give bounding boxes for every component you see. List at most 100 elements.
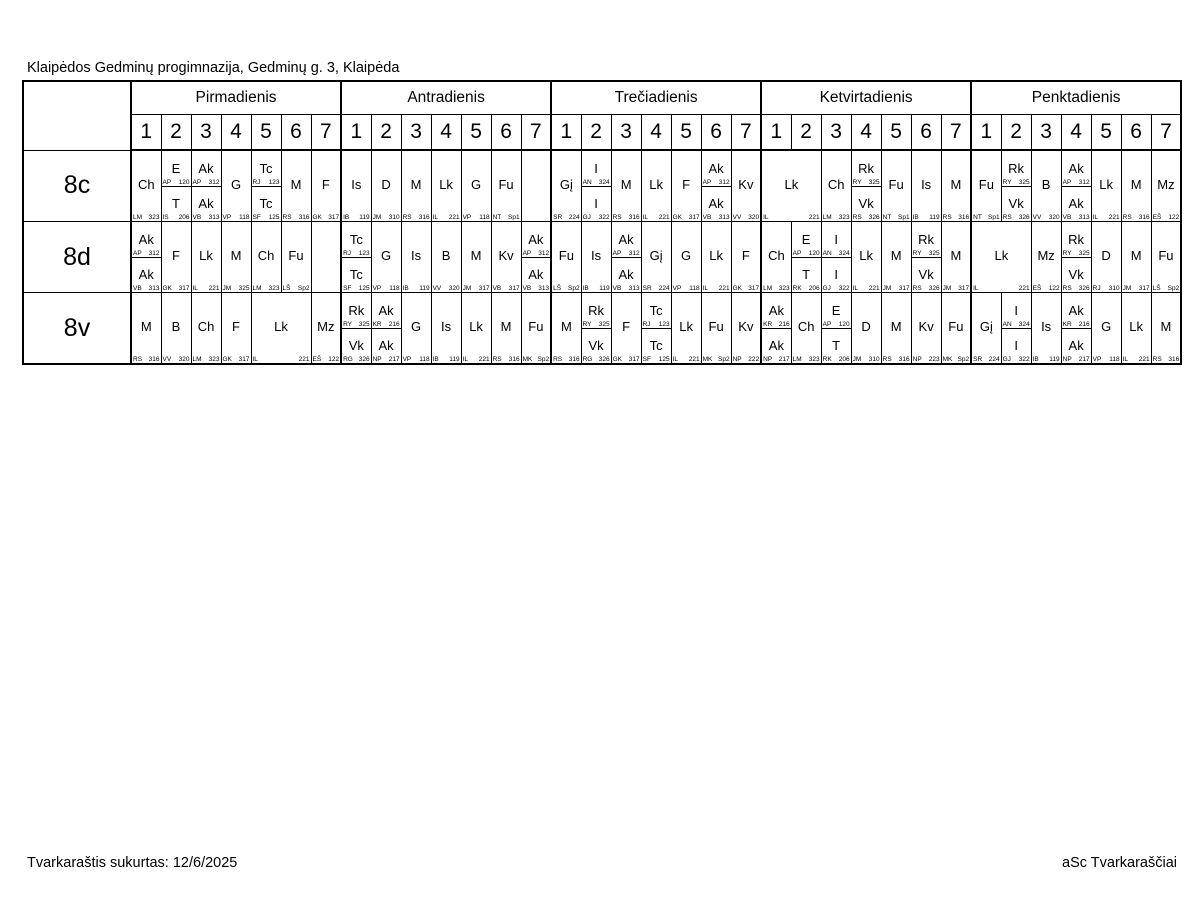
lesson-cell[interactable]: Kv VB 317: [490, 221, 522, 293]
lesson-cell[interactable]: Ak AP 312 Ak VB 313: [190, 149, 222, 222]
lesson-cell[interactable]: M JM 317: [460, 221, 492, 293]
lesson-cell[interactable]: Lk IL 221: [850, 221, 882, 293]
lesson-cell[interactable]: Fu MK Sp2: [520, 292, 553, 365]
lesson-cell[interactable]: M RS 316: [1120, 149, 1152, 222]
lesson-cell[interactable]: Ak AP 312 Ak VB 313: [610, 221, 642, 293]
lesson-cell[interactable]: G VP 118: [460, 149, 492, 222]
lesson-cell[interactable]: G VP 118: [1090, 292, 1122, 365]
lesson-cell[interactable]: Ak KR 216 Ak NP 217: [760, 292, 792, 365]
lesson-cell[interactable]: M JM 317: [880, 221, 912, 293]
lesson-cell[interactable]: M RS 316: [130, 292, 162, 365]
lesson-cell[interactable]: Lk IL 221: [460, 292, 492, 365]
lesson-cell[interactable]: Is IB 119: [340, 149, 372, 222]
lesson-cell[interactable]: Ak AP 312 Ak VB 313: [520, 221, 553, 293]
lesson-cell[interactable]: B VV 320: [160, 292, 192, 365]
lesson-cell[interactable]: M RS 316: [400, 149, 432, 222]
lesson-cell[interactable]: D RJ 310: [1090, 221, 1122, 293]
lesson-cell[interactable]: Rk RY 325 Vk RS 326: [1000, 149, 1032, 222]
lesson-cell[interactable]: F GK 317: [160, 221, 192, 293]
lesson-cell[interactable]: M RS 316: [880, 292, 912, 365]
lesson-cell[interactable]: Ak AP 312 Ak VB 313: [700, 149, 732, 222]
lesson-cell[interactable]: M JM 317: [1120, 221, 1152, 293]
lesson-cell[interactable]: Lk IL 221: [760, 149, 822, 222]
lesson-cell[interactable]: E AP 120 T RK 206: [820, 292, 852, 365]
lesson-cell[interactable]: D JM 310: [370, 149, 402, 222]
lesson-cell[interactable]: Kv NP 223: [910, 292, 942, 365]
lesson-cell[interactable]: M RS 316: [1150, 292, 1183, 365]
lesson-cell[interactable]: Lk IL 221: [250, 292, 312, 365]
lesson-cell[interactable]: Lk IL 221: [700, 221, 732, 293]
lesson-cell[interactable]: Ch LM 323: [250, 221, 282, 293]
lesson-cell[interactable]: Ak KR 216 Ak NP 217: [1060, 292, 1092, 365]
lesson-cell[interactable]: Fu NT Sp1: [880, 149, 912, 222]
lesson-cell[interactable]: Ch LM 323: [820, 149, 852, 222]
lesson-cell[interactable]: B VV 320: [430, 221, 462, 293]
lesson-cell[interactable]: [520, 149, 553, 222]
lesson-cell[interactable]: Mz EŠ 122: [310, 292, 343, 365]
lesson-cell[interactable]: G VP 118: [370, 221, 402, 293]
lesson-cell[interactable]: Kv NP 222: [730, 292, 763, 365]
lesson-cell[interactable]: Is IB 119: [400, 221, 432, 293]
lesson-cell[interactable]: Fu MK Sp2: [700, 292, 732, 365]
lesson-cell[interactable]: M RS 316: [610, 149, 642, 222]
lesson-cell[interactable]: F GK 317: [670, 149, 702, 222]
lesson-cell[interactable]: Gį SR 224: [970, 292, 1002, 365]
lesson-cell[interactable]: M RS 316: [550, 292, 582, 365]
lesson-cell[interactable]: Gį SR 224: [550, 149, 582, 222]
lesson-cell[interactable]: I AN 324 I GJ 322: [820, 221, 852, 293]
lesson-cell[interactable]: Rk RY 325 Vk RG 326: [340, 292, 372, 365]
lesson-cell[interactable]: M JM 317: [940, 221, 973, 293]
lesson-cell[interactable]: I AN 324 I GJ 322: [580, 149, 612, 222]
lesson-cell[interactable]: Rk RY 325 Vk RS 326: [850, 149, 882, 222]
lesson-cell[interactable]: M RS 316: [940, 149, 973, 222]
lesson-cell[interactable]: Is IB 119: [430, 292, 462, 365]
lesson-cell[interactable]: F GK 317: [310, 149, 343, 222]
lesson-cell[interactable]: Is IB 119: [580, 221, 612, 293]
lesson-cell[interactable]: Tc RJ 123 Tc SF 125: [640, 292, 672, 365]
lesson-cell[interactable]: Is IB 119: [1030, 292, 1062, 365]
lesson-cell[interactable]: F GK 317: [730, 221, 763, 293]
lesson-cell[interactable]: Lk IL 221: [190, 221, 222, 293]
lesson-cell[interactable]: Fu LŠ Sp2: [280, 221, 312, 293]
lesson-cell[interactable]: Ch LM 323: [760, 221, 792, 293]
lesson-cell[interactable]: G VP 118: [400, 292, 432, 365]
lesson-cell[interactable]: Fu MK Sp2: [940, 292, 973, 365]
lesson-cell[interactable]: Fu NT Sp1: [490, 149, 522, 222]
lesson-cell[interactable]: Ch LM 323: [190, 292, 222, 365]
lesson-cell[interactable]: Tc RJ 123 Tc SF 125: [340, 221, 372, 293]
lesson-cell[interactable]: F GK 317: [220, 292, 252, 365]
lesson-cell[interactable]: Gį SR 224: [640, 221, 672, 293]
lesson-cell[interactable]: F GK 317: [610, 292, 642, 365]
lesson-cell[interactable]: G VP 118: [670, 221, 702, 293]
lesson-cell[interactable]: Rk RY 325 Vk RG 326: [580, 292, 612, 365]
lesson-cell[interactable]: B VV 320: [1030, 149, 1062, 222]
lesson-cell[interactable]: Ak AP 312 Ak VB 313: [130, 221, 162, 293]
lesson-cell[interactable]: Lk IL 221: [670, 292, 702, 365]
lesson-cell[interactable]: E AP 120 T IS 206: [160, 149, 192, 222]
lesson-cell[interactable]: Rk RY 325 Vk RS 326: [1060, 221, 1092, 293]
lesson-cell[interactable]: Kv VV 320: [730, 149, 763, 222]
lesson-cell[interactable]: Lk IL 221: [970, 221, 1032, 293]
lesson-cell[interactable]: Lk IL 221: [430, 149, 462, 222]
lesson-cell[interactable]: M RS 316: [280, 149, 312, 222]
lesson-cell[interactable]: M RS 316: [490, 292, 522, 365]
lesson-cell[interactable]: Fu LŠ Sp2: [550, 221, 582, 293]
lesson-cell[interactable]: Lk IL 221: [640, 149, 672, 222]
lesson-cell[interactable]: D JM 310: [850, 292, 882, 365]
lesson-cell[interactable]: Rk RY 325 Vk RS 326: [910, 221, 942, 293]
lesson-cell[interactable]: Mz EŠ 122: [1150, 149, 1183, 222]
lesson-cell[interactable]: Fu NT Sp1: [970, 149, 1002, 222]
lesson-cell[interactable]: Ch LM 323: [130, 149, 162, 222]
lesson-cell[interactable]: Ch LM 323: [790, 292, 822, 365]
lesson-cell[interactable]: M JM 325: [220, 221, 252, 293]
lesson-cell[interactable]: I AN 324 I GJ 322: [1000, 292, 1032, 365]
lesson-cell[interactable]: E AP 120 T RK 206: [790, 221, 822, 293]
lesson-cell[interactable]: Lk IL 221: [1120, 292, 1152, 365]
lesson-cell[interactable]: G VP 118: [220, 149, 252, 222]
lesson-cell[interactable]: Lk IL 221: [1090, 149, 1122, 222]
lesson-cell[interactable]: Tc RJ 123 Tc SF 125: [250, 149, 282, 222]
lesson-cell[interactable]: [310, 221, 343, 293]
lesson-cell[interactable]: Is IB 119: [910, 149, 942, 222]
lesson-cell[interactable]: Fu LŠ Sp2: [1150, 221, 1183, 293]
lesson-cell[interactable]: Mz EŠ 122: [1030, 221, 1062, 293]
